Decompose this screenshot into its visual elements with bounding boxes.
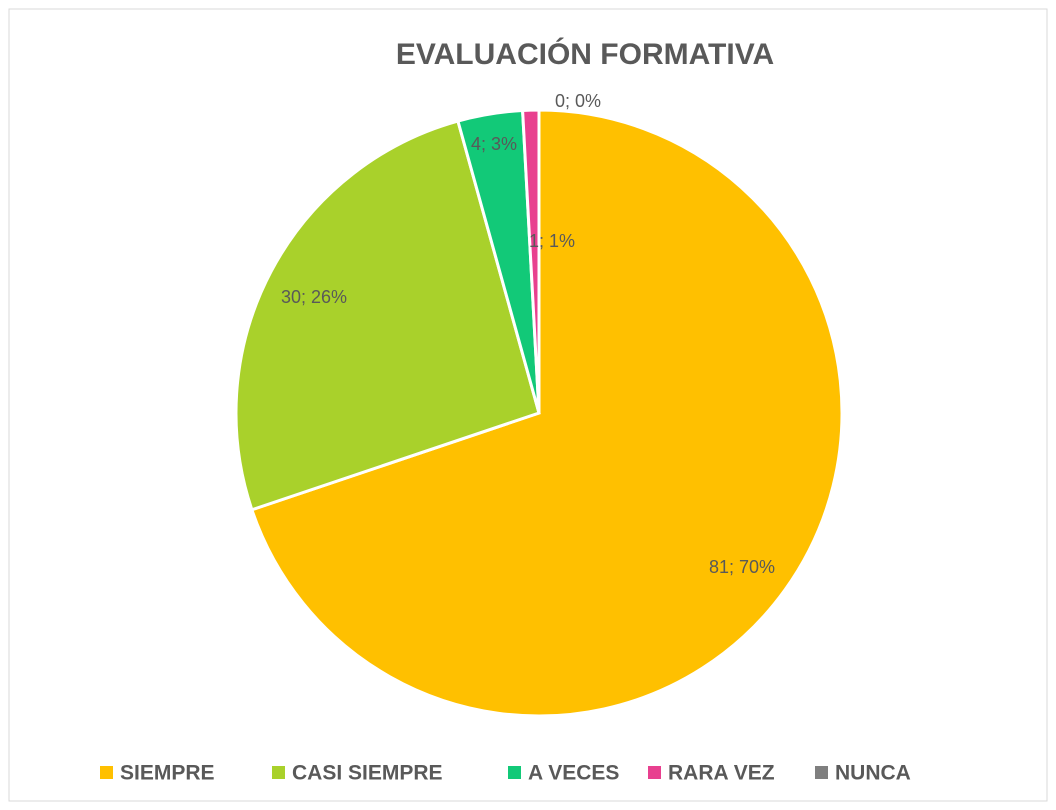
data-label: 81; 70% [709, 557, 775, 577]
pie-slice [234, 119, 541, 512]
data-label: 4; 3% [471, 134, 517, 154]
legend-swatch [272, 766, 285, 779]
legend-label: RARA VEZ [668, 762, 775, 785]
legend-label: NUNCA [835, 762, 911, 785]
chart-title: EVALUACIÓN FORMATIVA [396, 37, 774, 71]
pie-slice [249, 108, 844, 718]
legend-swatch [508, 766, 521, 779]
legend-label: SIEMPRE [120, 762, 215, 785]
legend-swatch [648, 766, 661, 779]
data-label: 0; 0% [555, 91, 601, 111]
legend-label: CASI SIEMPRE [292, 762, 443, 785]
legend-label: A VECES [528, 762, 619, 785]
legend-swatch [815, 766, 828, 779]
data-label: 1; 1% [529, 231, 575, 251]
legend-swatch [100, 766, 113, 779]
data-label: 30; 26% [281, 287, 347, 307]
